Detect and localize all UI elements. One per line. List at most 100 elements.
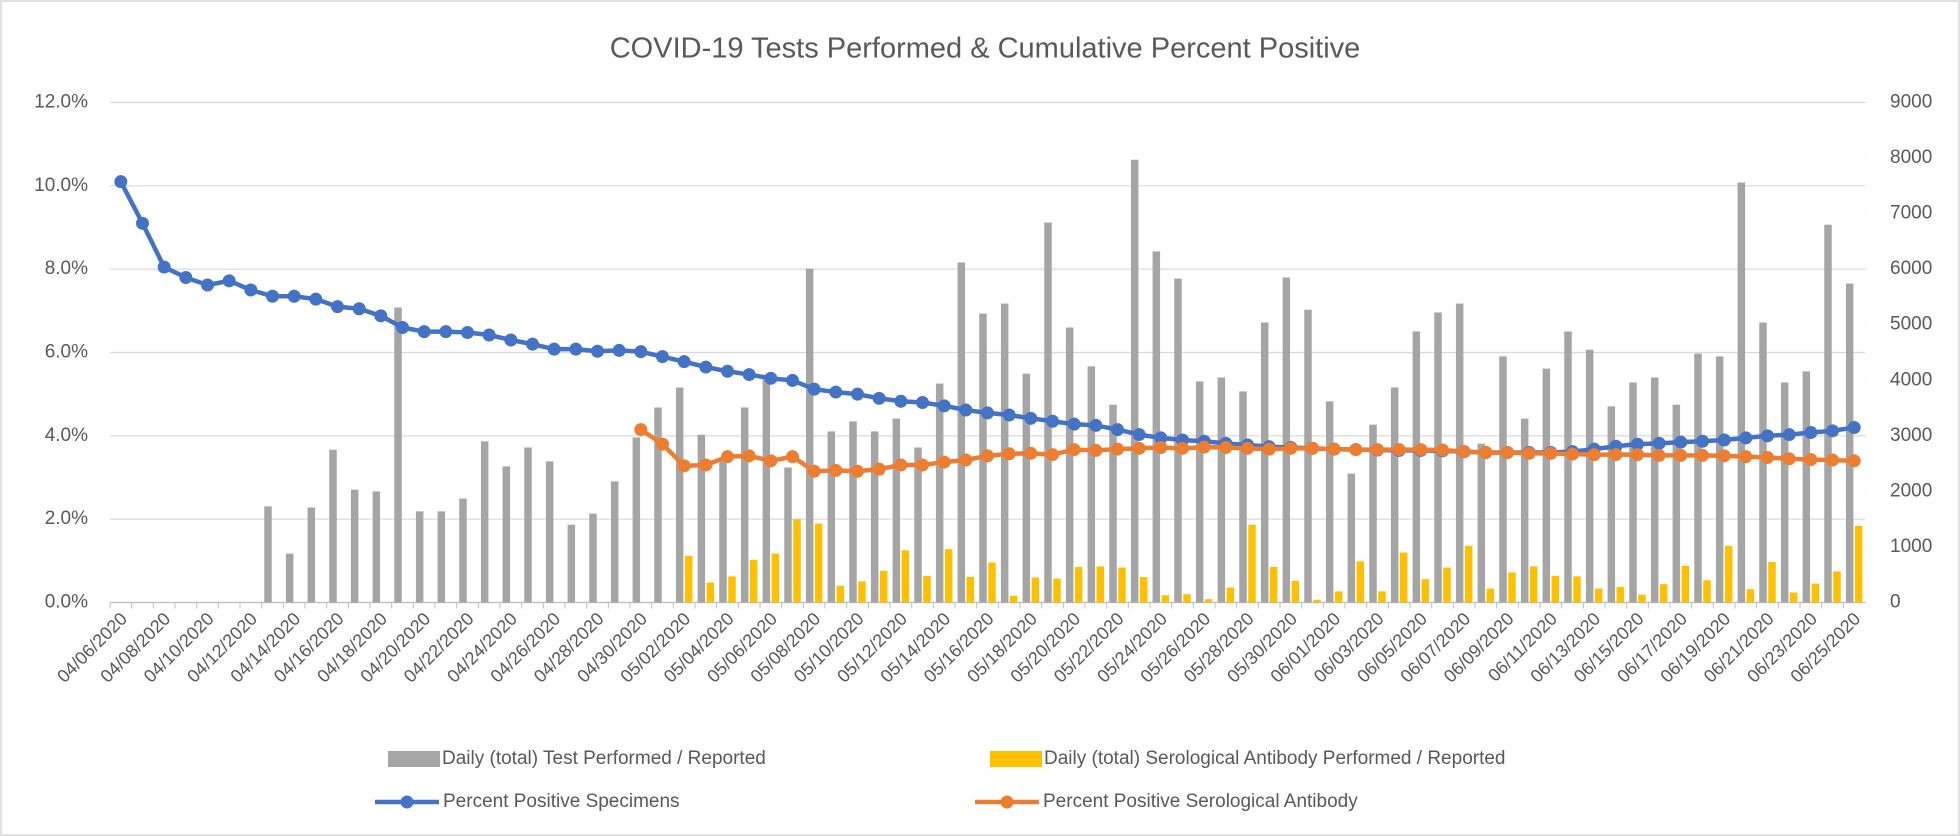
bar bbox=[1356, 561, 1365, 603]
bar bbox=[350, 489, 359, 603]
bar bbox=[1443, 567, 1451, 603]
chart-title: COVID-19 Tests Performed & Cumulative Pe… bbox=[610, 33, 1361, 65]
bar bbox=[285, 553, 294, 603]
line-marker bbox=[656, 437, 669, 451]
bar bbox=[684, 555, 693, 603]
line-marker bbox=[244, 283, 258, 297]
bar bbox=[740, 407, 749, 603]
line-marker bbox=[1284, 441, 1298, 455]
line-marker bbox=[461, 326, 474, 339]
line-marker bbox=[1154, 431, 1168, 445]
bar bbox=[1616, 586, 1625, 603]
line-marker bbox=[1652, 448, 1666, 462]
line-marker bbox=[699, 360, 713, 374]
bar bbox=[1464, 545, 1473, 603]
line-marker bbox=[1111, 442, 1124, 456]
line-marker bbox=[1306, 441, 1319, 455]
legend-label: Daily (total) Test Performed / Reported bbox=[442, 748, 766, 769]
line-marker bbox=[1847, 454, 1861, 468]
bar bbox=[589, 513, 597, 603]
line-marker bbox=[981, 449, 994, 463]
line-marker bbox=[1652, 436, 1666, 450]
line-marker bbox=[634, 345, 648, 359]
line-marker bbox=[742, 449, 756, 463]
line-marker bbox=[677, 459, 691, 473]
line-marker bbox=[1176, 441, 1189, 455]
bar bbox=[1009, 595, 1018, 603]
bar bbox=[1065, 327, 1074, 603]
line-marker bbox=[742, 368, 756, 382]
line-marker bbox=[1479, 446, 1493, 459]
bar bbox=[1659, 584, 1668, 603]
bar bbox=[437, 511, 446, 603]
bar bbox=[1802, 371, 1811, 603]
line-marker bbox=[851, 464, 864, 478]
line-marker bbox=[1414, 443, 1428, 457]
line-marker bbox=[222, 274, 236, 288]
line-marker bbox=[894, 394, 908, 408]
bar bbox=[1824, 224, 1832, 603]
bar bbox=[524, 447, 532, 603]
line-marker bbox=[374, 309, 388, 323]
line-marker bbox=[1241, 441, 1254, 455]
bar bbox=[1715, 356, 1724, 603]
line-marker bbox=[1761, 429, 1774, 443]
line-marker bbox=[1024, 446, 1038, 460]
bar bbox=[567, 524, 576, 603]
bar bbox=[1313, 599, 1321, 603]
y2-tick-label: 8000 bbox=[1890, 147, 1932, 168]
legend-label: Percent Positive Specimens bbox=[443, 791, 680, 812]
line-marker bbox=[807, 464, 821, 478]
legend-label: Percent Positive Serological Antibody bbox=[1043, 791, 1358, 812]
bar bbox=[1499, 356, 1507, 603]
bar bbox=[1672, 404, 1681, 603]
bar bbox=[1347, 473, 1356, 603]
bar bbox=[728, 576, 736, 603]
line-marker bbox=[114, 175, 128, 189]
y-tick-label: 2.0% bbox=[45, 508, 88, 529]
bar bbox=[805, 268, 814, 603]
bar bbox=[307, 507, 316, 603]
line-marker bbox=[1566, 447, 1579, 461]
y2-tick-label: 5000 bbox=[1890, 314, 1932, 335]
bar bbox=[957, 262, 966, 603]
line-marker bbox=[591, 344, 604, 358]
line-marker bbox=[1739, 431, 1753, 445]
bar bbox=[1477, 443, 1486, 603]
bar bbox=[654, 407, 662, 603]
line-marker bbox=[1349, 443, 1363, 457]
line-marker bbox=[1219, 441, 1233, 454]
line-marker bbox=[721, 364, 734, 378]
bar bbox=[966, 576, 975, 603]
line-marker bbox=[699, 458, 713, 472]
bar bbox=[1486, 588, 1495, 603]
bar bbox=[1759, 322, 1767, 603]
line-marker bbox=[959, 453, 973, 467]
y2-tick-label: 1000 bbox=[1890, 536, 1932, 557]
line-marker bbox=[1501, 446, 1514, 459]
line-marker bbox=[136, 216, 149, 230]
line-marker bbox=[1804, 426, 1818, 439]
bar bbox=[858, 581, 866, 603]
line-marker bbox=[916, 458, 929, 472]
bar bbox=[1260, 322, 1269, 603]
bar bbox=[1369, 424, 1377, 603]
bar bbox=[1585, 349, 1594, 603]
legend-swatch bbox=[990, 751, 1042, 767]
bar bbox=[1378, 591, 1386, 603]
bar bbox=[1845, 283, 1854, 603]
line-marker bbox=[1804, 453, 1818, 467]
bar bbox=[1183, 594, 1191, 603]
bar bbox=[935, 383, 944, 603]
bar bbox=[1508, 572, 1516, 603]
bar bbox=[1139, 576, 1148, 603]
line-marker bbox=[807, 382, 821, 396]
bar bbox=[1573, 576, 1581, 603]
bar bbox=[1833, 571, 1841, 603]
bar bbox=[1768, 561, 1776, 603]
bar bbox=[901, 550, 910, 603]
bar bbox=[1551, 575, 1560, 603]
line-marker bbox=[526, 337, 539, 351]
